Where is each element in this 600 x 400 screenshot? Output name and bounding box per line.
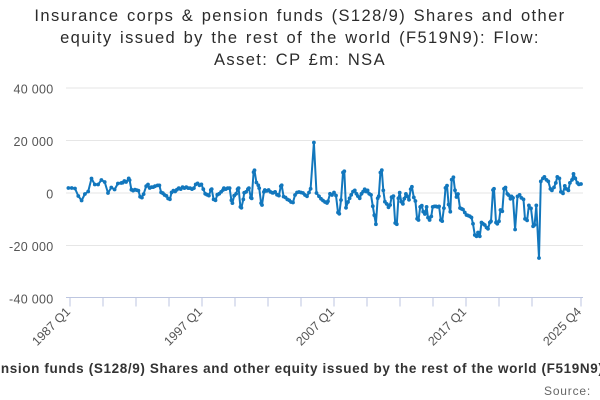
- svg-text:-40 000: -40 000: [9, 293, 54, 307]
- svg-text:1997 Q1: 1997 Q1: [161, 305, 205, 349]
- svg-text:20 000: 20 000: [13, 135, 53, 149]
- svg-text:2025 Q4: 2025 Q4: [540, 305, 584, 349]
- svg-text:2017 Q1: 2017 Q1: [425, 305, 469, 349]
- svg-text:0: 0: [46, 188, 53, 202]
- svg-text:1987 Q1: 1987 Q1: [29, 305, 73, 349]
- svg-text:2007 Q1: 2007 Q1: [293, 305, 337, 349]
- svg-text:-20 000: -20 000: [9, 240, 54, 254]
- svg-text:40 000: 40 000: [13, 83, 53, 97]
